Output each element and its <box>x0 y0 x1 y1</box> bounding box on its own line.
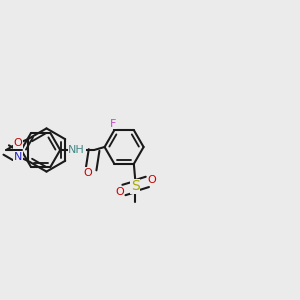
Text: O: O <box>148 176 156 185</box>
Text: N: N <box>14 152 22 162</box>
Text: O: O <box>83 167 92 178</box>
Text: NH: NH <box>68 145 85 155</box>
Text: O: O <box>115 187 124 197</box>
Text: O: O <box>14 138 22 148</box>
Text: F: F <box>110 118 116 128</box>
Text: S: S <box>131 179 140 194</box>
